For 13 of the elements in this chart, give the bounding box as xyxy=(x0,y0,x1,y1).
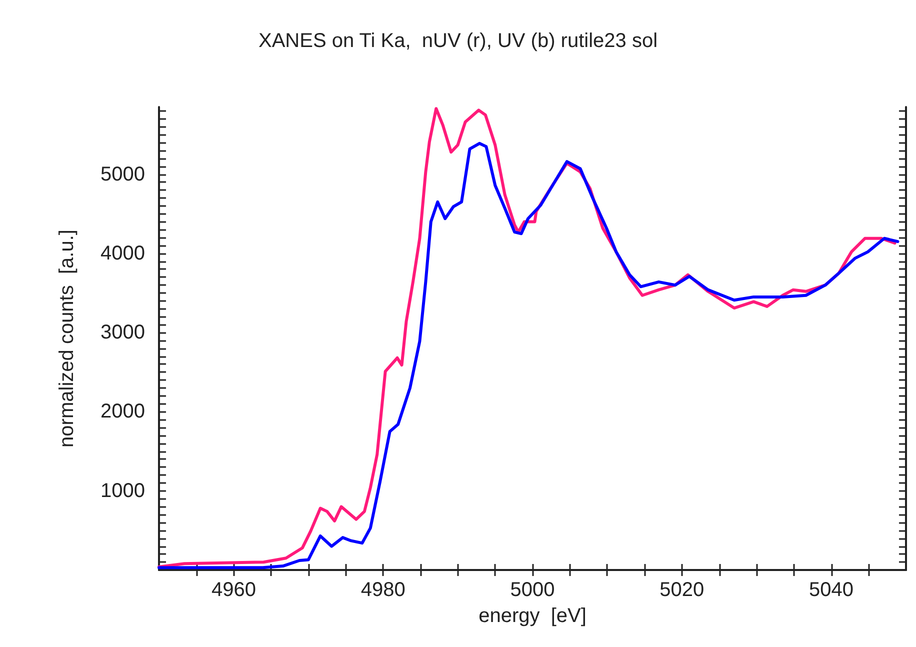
y-tick-label: 3000 xyxy=(100,322,145,344)
x-tick-label: 5000 xyxy=(510,579,555,601)
x-tick-label: 4980 xyxy=(360,579,406,601)
x-tick-label: 5040 xyxy=(809,579,854,601)
y-tick-label: 1000 xyxy=(100,480,145,502)
chart-title: XANES on Ti Ka, nUV (r), UV (b) rutile23 sol xyxy=(258,30,658,52)
y-tick-label: 5000 xyxy=(100,163,145,186)
y-tick-label: 2000 xyxy=(100,400,145,423)
y-axis-title: normalized counts [a.u.] xyxy=(56,230,78,448)
y-tick-label: 4000 xyxy=(100,242,145,264)
x-tick-label: 5020 xyxy=(660,579,704,601)
x-axis-title: energy [eV] xyxy=(478,605,586,627)
x-tick-label: 4960 xyxy=(211,579,256,601)
